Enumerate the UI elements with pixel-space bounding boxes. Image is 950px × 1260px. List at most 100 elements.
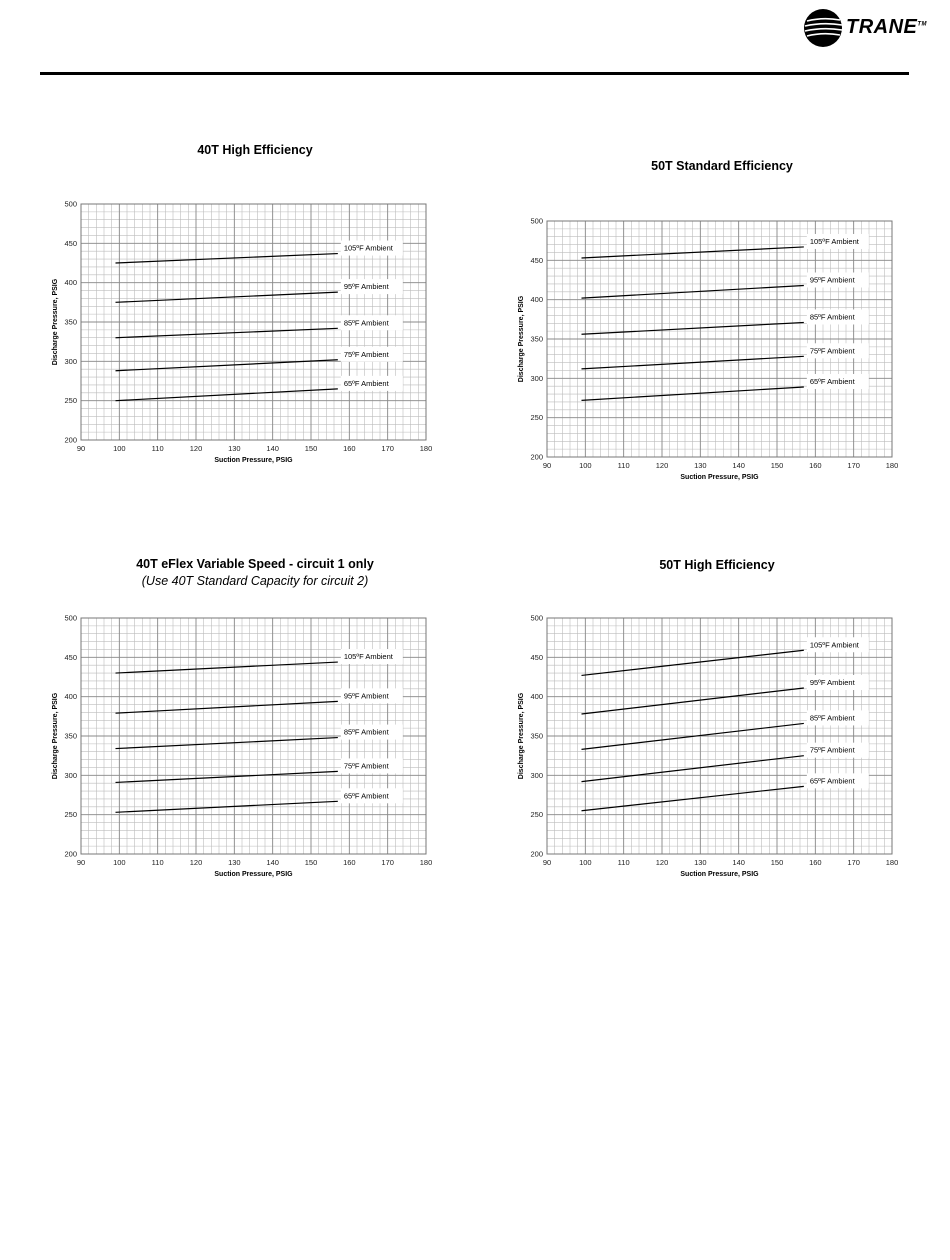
chart-40t-high-efficiency: 90 100 110 120 130 140 150 160 170 180 200 250 300 35… [52,200,433,465]
series-label: 85ºF Ambient [344,318,390,327]
series-line [581,355,804,370]
series-line [115,359,338,372]
y-tick-label: 350 [64,732,77,741]
y-tick-label: 400 [530,295,543,304]
y-tick-label: 350 [530,732,543,741]
x-tick-label: 130 [228,444,241,453]
chart-title: 50T High Efficiency [659,558,775,572]
series-label: 85ºF Ambient [810,713,856,722]
series-label-bg [340,375,403,391]
series-line [581,722,804,750]
x-tick-label: 120 [656,461,669,470]
x-tick-label: 110 [618,461,630,470]
x-tick-label: 160 [809,858,822,867]
series-label-bg [806,742,869,758]
series-label-bg [806,637,869,653]
y-tick-label: 200 [64,436,77,445]
x-tick-label: 110 [152,858,164,867]
series-line [115,661,338,674]
x-tick-label: 150 [771,858,784,867]
x-tick-label: 170 [381,858,394,867]
x-tick-label: 170 [847,461,860,470]
y-axis-title: Discharge Pressure, PSIG [52,278,59,365]
x-tick-label: 120 [190,858,203,867]
series-label: 85ºF Ambient [344,728,390,737]
x-tick-label: 100 [113,444,126,453]
y-tick-label: 500 [64,200,77,209]
y-tick-label: 300 [64,771,77,780]
series-label: 95ºF Ambient [344,691,390,700]
y-tick-label: 200 [530,453,543,462]
x-axis-title: Suction Pressure, PSIG [214,457,293,464]
y-tick-label: 350 [64,318,77,327]
series-line [115,252,338,264]
series-label-bg [340,788,403,804]
series-label: 65ºF Ambient [344,379,390,388]
series-line [115,800,338,813]
y-tick-label: 250 [64,396,77,405]
series-label: 105ºF Ambient [344,244,394,253]
series-label: 65ºF Ambient [810,776,856,785]
series-label: 65ºF Ambient [810,377,856,386]
series-label-bg [340,346,403,362]
series-line [581,386,804,401]
x-tick-label: 180 [420,858,433,867]
chart-title: 40T High Efficiency [197,143,313,157]
y-tick-label: 500 [530,217,543,226]
series-line [581,755,804,783]
chart-40t-eflex-variable-speed: 90 100 110 120 130 140 150 160 170 180 200 250 300 35… [52,614,433,879]
y-tick-label: 450 [530,653,543,662]
header-rule [40,72,909,75]
x-tick-label: 180 [420,444,433,453]
y-tick-label: 250 [64,810,77,819]
series-label-bg [340,279,403,295]
trane-logo: TRANETM [803,8,927,48]
series-label: 105ºF Ambient [344,652,394,661]
y-tick-label: 250 [530,413,543,422]
series-label-bg [806,710,869,726]
series-line [115,291,338,303]
x-tick-label: 90 [543,461,551,470]
x-tick-label: 160 [343,444,356,453]
x-tick-label: 130 [228,858,241,867]
series-line [581,321,804,335]
x-tick-label: 160 [343,858,356,867]
chart-title: 40T eFlex Variable Speed - circuit 1 onl… [136,557,374,571]
y-tick-label: 400 [530,692,543,701]
x-tick-label: 100 [579,461,592,470]
x-tick-label: 90 [77,858,85,867]
x-tick-label: 170 [381,444,394,453]
plot-border [546,617,893,855]
series-line [115,327,338,339]
x-tick-label: 150 [305,858,318,867]
page-header: TRANETM [0,0,950,80]
x-tick-label: 150 [305,444,318,453]
x-tick-label: 90 [77,444,85,453]
chart-subtitle: (Use 40T Standard Capacity for circuit 2… [141,574,369,588]
trane-globe-icon [804,9,843,47]
series-label: 75ºF Ambient [344,761,390,770]
x-tick-label: 100 [579,858,592,867]
series-label-bg [806,309,869,325]
x-tick-label: 140 [732,858,745,867]
series-label: 95ºF Ambient [344,282,390,291]
chart-50t-standard-efficiency: 90 100 110 120 130 140 150 160 170 180 200 250 300 35… [518,217,898,482]
series-line [581,687,804,715]
series-label-bg [340,758,403,774]
series-label-bg [806,373,869,389]
series-label: 65ºF Ambient [344,791,390,800]
series-label-bg [806,675,869,691]
x-tick-label: 140 [266,858,279,867]
y-tick-label: 300 [530,771,543,780]
x-tick-label: 140 [732,461,745,470]
y-tick-label: 200 [530,850,543,859]
chart-50t-high-efficiency: 90 100 110 120 130 140 150 160 170 180 200 250 300 35… [518,614,899,879]
x-axis-title: Suction Pressure, PSIG [214,871,293,878]
y-tick-label: 400 [64,692,77,701]
series-label: 75ºF Ambient [344,350,390,359]
plot-border [546,220,893,458]
x-tick-label: 180 [886,858,899,867]
series-line [115,770,338,784]
y-tick-label: 450 [64,653,77,662]
y-tick-label: 200 [64,850,77,859]
